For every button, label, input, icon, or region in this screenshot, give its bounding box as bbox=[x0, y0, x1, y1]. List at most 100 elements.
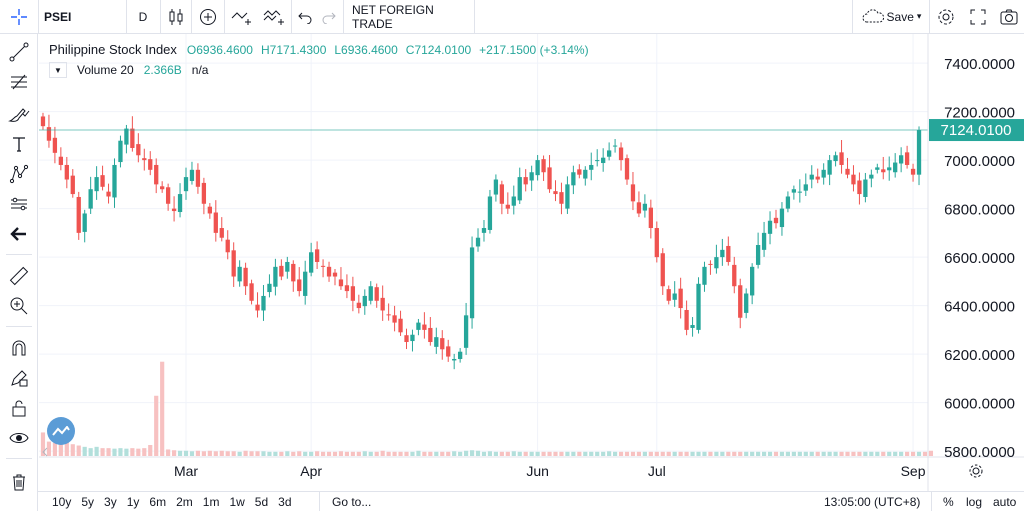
candle-body bbox=[368, 286, 373, 301]
volume-bar bbox=[416, 450, 421, 456]
price-tick-label: 7200.0000 bbox=[944, 105, 1015, 122]
range-6m[interactable]: 6m bbox=[149, 494, 167, 509]
volume-bar bbox=[225, 451, 230, 456]
volume-bar bbox=[464, 450, 469, 456]
trash-icon[interactable] bbox=[0, 468, 37, 496]
candle-body bbox=[755, 245, 761, 265]
axis-settings-gear-icon[interactable] bbox=[969, 464, 983, 478]
trend-line-icon[interactable] bbox=[0, 38, 37, 66]
fib-retracement-icon[interactable] bbox=[0, 68, 37, 96]
candle-body bbox=[744, 293, 749, 313]
indicator-button[interactable]: NET FOREIGN TRADE bbox=[352, 2, 434, 31]
symbol-search[interactable]: PSEI bbox=[44, 9, 72, 24]
range-3d[interactable]: 3d bbox=[278, 494, 292, 509]
pattern-icon[interactable] bbox=[0, 160, 37, 188]
time-axis[interactable]: MarAprJunJulSepOct bbox=[174, 463, 1024, 479]
range-2m[interactable]: 2m bbox=[176, 494, 193, 509]
volume-bar bbox=[607, 451, 612, 456]
last-price-label: 7124.0100 bbox=[941, 122, 1012, 139]
volume-bar bbox=[481, 451, 487, 456]
range-1w[interactable]: 1w bbox=[229, 494, 245, 509]
volume-bar bbox=[410, 451, 415, 456]
price-tick-label: 6600.0000 bbox=[944, 250, 1015, 267]
magnet-icon[interactable] bbox=[0, 334, 37, 362]
range-1m[interactable]: 1m bbox=[202, 494, 220, 509]
candle-body bbox=[183, 177, 189, 192]
candle-body bbox=[553, 191, 558, 195]
volume-bar bbox=[547, 451, 552, 456]
range-1y[interactable]: 1y bbox=[126, 494, 140, 509]
back-arrow-icon[interactable] bbox=[0, 220, 37, 248]
volume-bar bbox=[595, 451, 600, 456]
candle-body bbox=[291, 263, 296, 282]
compare-add-icon[interactable] bbox=[194, 0, 222, 33]
candle-body bbox=[523, 177, 528, 185]
volume-bar bbox=[315, 451, 320, 456]
eye-icon[interactable] bbox=[0, 424, 37, 452]
candle-body bbox=[130, 128, 135, 148]
candles-icon[interactable] bbox=[163, 0, 189, 33]
candle-body bbox=[392, 315, 397, 323]
candle-body bbox=[481, 228, 487, 233]
volume-bar bbox=[368, 451, 373, 456]
volume-bar bbox=[559, 451, 564, 456]
volume-bar bbox=[666, 451, 671, 456]
text-tool-icon[interactable] bbox=[0, 130, 37, 158]
indicators-icon[interactable] bbox=[227, 0, 257, 33]
range-5y[interactable]: 5y bbox=[81, 494, 95, 509]
candle-body bbox=[267, 283, 272, 293]
percent-toggle[interactable]: % bbox=[943, 494, 954, 509]
goto-button[interactable]: Go to... bbox=[332, 494, 372, 509]
volume-bar bbox=[380, 450, 385, 456]
templates-icon[interactable] bbox=[259, 0, 289, 33]
brush-icon[interactable] bbox=[0, 100, 37, 128]
range-5d[interactable]: 5d bbox=[254, 494, 269, 509]
prediction-icon[interactable] bbox=[0, 190, 37, 218]
price-axis[interactable]: 7400.0000 7200.0000 7000.0000 6800.0000 6600… bbox=[944, 56, 1015, 461]
volume-bar bbox=[869, 451, 874, 456]
drawing-toolbar bbox=[0, 34, 38, 511]
price-tick-label: 6000.0000 bbox=[944, 396, 1015, 413]
range-10y[interactable]: 10y bbox=[52, 494, 72, 509]
undo-icon[interactable] bbox=[294, 0, 316, 33]
volume-bar bbox=[326, 451, 332, 456]
volume-bar bbox=[40, 432, 46, 456]
volume-bar bbox=[571, 451, 576, 456]
candle-body bbox=[875, 167, 880, 170]
candle-body bbox=[696, 283, 701, 330]
volume-bar bbox=[255, 451, 260, 456]
settings-gear-icon[interactable] bbox=[932, 0, 960, 33]
stay-in-drawing-icon[interactable] bbox=[0, 364, 37, 392]
candle-body bbox=[529, 172, 534, 181]
interval-button[interactable]: D bbox=[138, 9, 148, 24]
redo-icon[interactable] bbox=[318, 0, 340, 33]
volume-bar bbox=[279, 451, 284, 456]
candle-body bbox=[52, 137, 58, 153]
volume-bar bbox=[875, 451, 880, 456]
range-3y[interactable]: 3y bbox=[104, 494, 117, 509]
ruler-icon[interactable] bbox=[0, 262, 37, 290]
fullscreen-icon[interactable] bbox=[964, 0, 992, 33]
crosshair-icon[interactable] bbox=[0, 0, 38, 33]
volume-bar bbox=[493, 451, 498, 456]
screenshot-camera-icon[interactable] bbox=[995, 0, 1023, 33]
volume-bar bbox=[851, 451, 856, 456]
collapse-legend-button[interactable]: ▼ bbox=[49, 62, 67, 78]
candle-body bbox=[803, 184, 808, 191]
log-toggle[interactable]: log bbox=[966, 494, 983, 509]
volume-bar bbox=[88, 448, 93, 456]
volume-bar bbox=[589, 451, 594, 456]
candle-body bbox=[916, 130, 922, 175]
volume-bar bbox=[148, 445, 153, 456]
candle-body bbox=[487, 196, 493, 230]
zoom-in-icon[interactable] bbox=[0, 292, 37, 320]
save-button[interactable]: Save ▾ bbox=[856, 0, 926, 33]
volume-bar bbox=[249, 451, 254, 456]
scroll-left-icon[interactable] bbox=[42, 447, 48, 457]
lock-icon[interactable] bbox=[0, 394, 37, 422]
price-tick-label: 6800.0000 bbox=[944, 202, 1015, 219]
volume-bar bbox=[732, 451, 737, 456]
volume-bar bbox=[207, 450, 212, 456]
timezone-clock[interactable]: 13:05:00 (UTC+8) bbox=[824, 494, 921, 509]
auto-toggle[interactable]: auto bbox=[993, 494, 1017, 509]
